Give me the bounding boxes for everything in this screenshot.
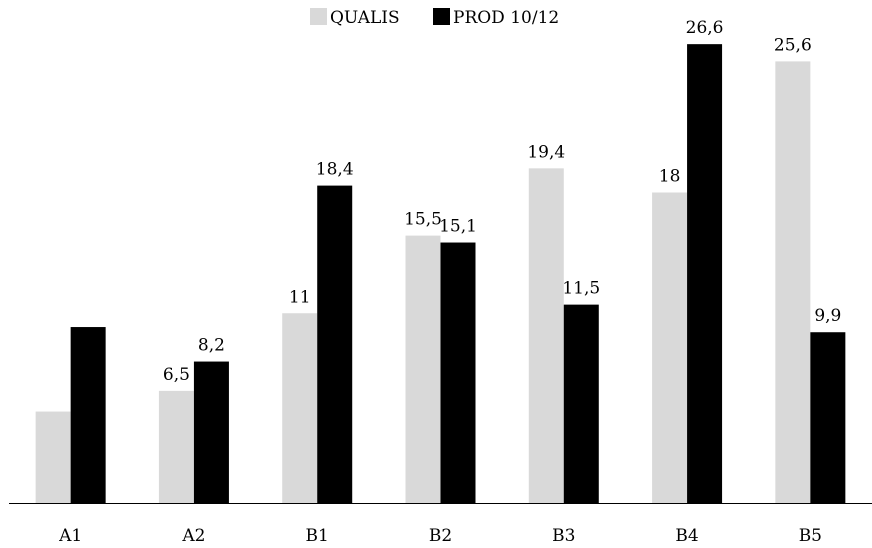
legend-label-qualis: QUALIS	[330, 8, 400, 28]
bar-prod-10-12-a1	[70, 327, 106, 503]
bar-qualis-a2	[158, 390, 194, 503]
bar-prod-10-12-b3	[563, 304, 599, 503]
bar-qualis-b1	[282, 313, 318, 503]
legend-swatch-prod-10-12	[433, 8, 450, 25]
value-label-prod-10-12-b1: 18,4	[316, 160, 354, 180]
value-label-prod-10-12-b2: 15,1	[439, 217, 477, 237]
value-label-qualis-b3: 19,4	[527, 142, 565, 162]
value-label-qualis-b4: 18	[659, 167, 681, 187]
value-label-prod-10-12-b3: 11,5	[562, 279, 600, 299]
legend-swatch-qualis	[310, 8, 327, 25]
x-tick-label-a2: A2	[181, 526, 205, 546]
x-tick-label-b1: B1	[306, 526, 329, 546]
bar-qualis-b3	[528, 168, 564, 503]
value-labels: 6,5 8,2 11 18,4 15,515,1 19,4 11,5 18 26,6 25,6 9,…	[163, 18, 841, 385]
bar-prod-10-12-b4	[687, 44, 723, 504]
value-label-prod-10-12-a2: 8,2	[198, 336, 225, 356]
bar-prod-10-12-a2	[193, 361, 229, 503]
bar-prod-10-12-b5	[810, 332, 846, 503]
legend-label-prod-10-12: PROD 10/12	[453, 8, 559, 28]
x-tick-labels: A1 A2 B1 B2 B3 B4 B5	[58, 526, 822, 546]
x-tick-label-a1: A1	[58, 526, 82, 546]
value-label-qualis-b1: 11	[289, 287, 311, 307]
x-tick-label-b3: B3	[552, 526, 575, 546]
bar-qualis-b4	[652, 192, 688, 503]
bars	[35, 44, 846, 504]
value-label-qualis-b2: 15,5	[404, 210, 442, 230]
legend: QUALIS PROD 10/12	[310, 8, 559, 28]
bar-qualis-b2	[405, 235, 441, 503]
bar-qualis-b5	[775, 61, 811, 504]
x-tick-label-b4: B4	[675, 526, 698, 546]
value-label-prod-10-12-b5: 9,9	[814, 306, 841, 326]
bar-qualis-a1	[35, 411, 71, 503]
x-tick-label-b5: B5	[799, 526, 822, 546]
x-tick-label-b2: B2	[429, 526, 452, 546]
value-label-qualis-b5: 25,6	[774, 35, 812, 55]
bar-prod-10-12-b1	[317, 185, 353, 503]
value-label-qualis-a2: 6,5	[163, 365, 190, 385]
bar-prod-10-12-b2	[440, 242, 476, 503]
value-label-prod-10-12-b4: 26,6	[686, 18, 724, 38]
